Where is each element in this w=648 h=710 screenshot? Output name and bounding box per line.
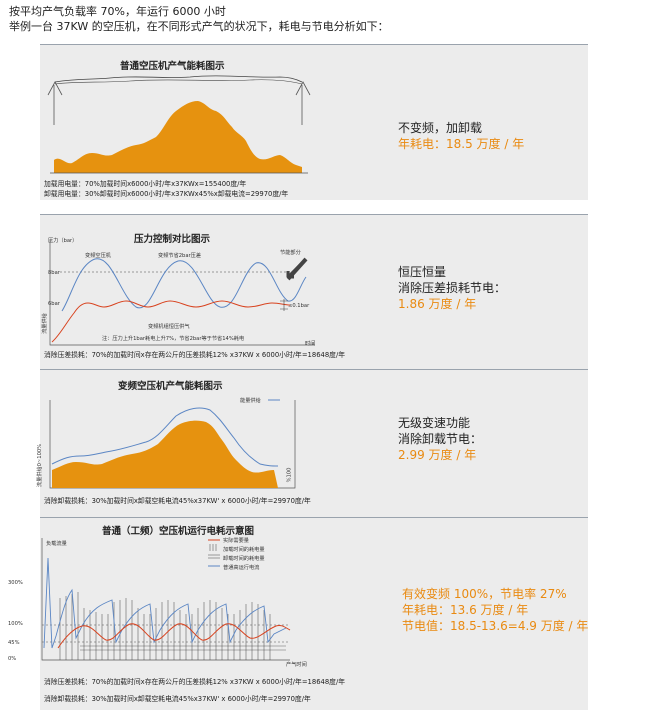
fixed-speed-label: 变频空压机 xyxy=(85,253,111,259)
summary-line: 不变频，加卸载 xyxy=(398,121,483,135)
intro-line-1: 按平均产气负载率 70%，年运行 6000 小时 xyxy=(9,5,226,18)
curve-note: 变频节省2bar压差 xyxy=(158,253,202,259)
legend-energy: 能量供给 xyxy=(240,398,261,404)
intro-text: 按平均产气负载率 70%，年运行 6000 小时 举例一台 37KW 的空压机，… xyxy=(9,4,389,34)
tick-8bar: 8bar xyxy=(48,270,60,276)
intro-line-2: 举例一台 37KW 的空压机，在不同形式产气的状况下，耗电与节电分析如下： xyxy=(9,20,389,33)
panel-title: 普通（工频）空压机运行电耗示意图 xyxy=(102,526,255,537)
running-current-curve xyxy=(43,557,287,649)
summary-line: 节电值：18.5-13.6=4.9 万度 / 年 xyxy=(402,619,589,633)
y-axis-label: 负载流量 xyxy=(46,541,67,547)
summary-line: 消除卸载节电： xyxy=(398,432,483,446)
tick-100: 100% xyxy=(8,621,23,627)
delta-label: ≤0.1bar xyxy=(288,303,310,309)
vfd-load-area xyxy=(52,420,278,488)
divider xyxy=(40,369,588,370)
summary-line: 有效变频 100%，节电率 27% xyxy=(402,587,567,601)
summary-value: 2.99 万度 / 年 xyxy=(398,448,477,462)
summary-value: 1.86 万度 / 年 xyxy=(398,297,477,311)
divider xyxy=(40,214,588,215)
calc-unload-saving: 消除卸载损耗：30%加载时间x卸载空耗电流45%x37KW' x 6000小时/… xyxy=(44,695,311,703)
x-axis-label: 产气时间 xyxy=(286,662,307,668)
divider xyxy=(40,517,588,518)
calc-pressure-saving: 消除压差损耗：70%的加载时间x存在两公斤的压差损耗12% x37KW x 60… xyxy=(44,678,346,686)
panel-title: 压力控制对比图示 xyxy=(134,234,211,245)
panel-title: 普通空压机产气能耗图示 xyxy=(120,61,225,72)
panel-vfd-compressor: 变频空压机产气能耗图示 能量供给 流量供给0~100% %100 消除卸载损耗：… xyxy=(37,370,588,525)
panel4-summary: 有效变频 100%，节电率 27% 年耗电：13.6 万度 / 年 节电值：18… xyxy=(402,586,588,634)
summary-line: 无级变速功能 xyxy=(398,416,471,430)
calc-pressure: 消除压差损耗：70%的加载时间x存在两公斤的压差损耗12% x37KW x 60… xyxy=(44,351,346,359)
calc-unload-saving: 消除卸载损耗：30%加载时间x卸载空耗电流45%x37KW' x 6000小时/… xyxy=(44,497,311,505)
x-axis-label: 时间 xyxy=(305,341,316,347)
vfd-energy-chart xyxy=(49,399,296,489)
panel-fixed-speed-consumption: 普通（工频）空压机运行电耗示意图 负载流量 300% 100% 45% 0% 产… xyxy=(8,518,588,710)
load-area xyxy=(54,101,302,173)
energy-supply-curve xyxy=(51,407,279,467)
panel3-summary: 无级变速功能 消除卸载节电： 2.99 万度 / 年 xyxy=(398,415,482,463)
summary-line: 年耗电：13.6 万度 / 年 xyxy=(402,603,529,617)
panel1-summary: 不变频，加卸载 年耗电：18.5 万度 / 年 xyxy=(398,120,524,152)
legend-unload: 卸载时间的耗电量 xyxy=(223,556,265,562)
divider xyxy=(40,44,588,45)
summary-line: 消除压差损耗节电： xyxy=(398,281,507,295)
calc-unload: 卸载用电量：30%卸载时间x6000小时/年x37KWx45%x卸载电流=299… xyxy=(44,190,289,198)
tick-45: 45% xyxy=(8,640,20,646)
legend-current: 普通高运行电流 xyxy=(223,565,260,571)
summary-line: 恒压恒量 xyxy=(398,265,447,279)
panel-pressure-control: 压力控制对比图示 压力（bar） 变频空压机 变频节省2bar压差 节能部分 8… xyxy=(40,215,588,370)
y-axis-label: 压力（bar） xyxy=(48,238,78,244)
tick-300: 300% xyxy=(8,580,23,586)
legend-load: 加载时间的耗电量 xyxy=(223,547,265,553)
pressure-note: 注：压力上升1bar耗电上升7%，节省2bar等于节省14%耗电 xyxy=(102,336,245,342)
tick-0: 0% xyxy=(8,656,17,662)
panel-title: 变频空压机产气能耗图示 xyxy=(118,381,223,392)
vfd-pressure-curve xyxy=(51,300,291,343)
saving-arrow-label: 节能部分 xyxy=(280,250,301,256)
summary-value: 年耗电：18.5 万度 / 年 xyxy=(398,137,525,151)
pressure-chart xyxy=(49,240,315,346)
legend-actual: 实际需要量 xyxy=(223,538,249,544)
panel2-summary: 恒压恒量 消除压差损耗节电： 1.86 万度 / 年 xyxy=(398,264,506,312)
tick-6bar: 6bar xyxy=(48,301,60,307)
standard-pressure-curve xyxy=(61,258,307,312)
energy-chart xyxy=(47,75,311,174)
panel-standard-compressor: 普通空压机产气能耗图示 加载用电量：70%加载时间x6000小时/年x37KWx… xyxy=(40,45,588,200)
actual-demand-curve xyxy=(57,623,291,649)
load-hatching xyxy=(59,592,271,660)
calc-load: 加载用电量：70%加载时间x6000小时/年x37KWx=155400度/年 xyxy=(44,180,247,188)
constant-pressure-label: 变频机组恒压供气 xyxy=(148,324,190,330)
consumption-chart xyxy=(41,538,291,661)
